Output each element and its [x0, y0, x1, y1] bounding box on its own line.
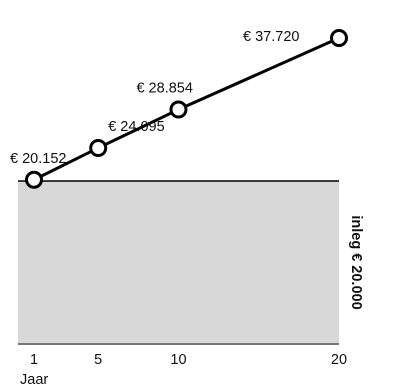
data-point-5 — [89, 138, 108, 157]
deposit-area — [18, 181, 339, 344]
data-label-20: € 37.720 — [243, 29, 299, 45]
x-axis-title: Jaar — [20, 372, 48, 388]
data-point-10 — [169, 100, 188, 119]
x-tick-1: 1 — [30, 352, 38, 368]
x-tick-20: 20 — [331, 352, 347, 368]
deposit-label: inleg € 20.000 — [348, 215, 364, 309]
data-label-1: € 20.152 — [10, 151, 66, 167]
data-point-20 — [330, 29, 348, 47]
data-labels: € 20.152 € 24.095 € 28.854 € 37.720 — [10, 29, 299, 167]
x-tick-10: 10 — [170, 352, 186, 368]
x-tick-labels: 1 5 10 20 — [30, 352, 347, 368]
data-label-5: € 24.095 — [108, 119, 164, 135]
data-points — [25, 29, 348, 189]
data-point-1 — [25, 170, 43, 189]
growth-line — [33, 36, 340, 182]
x-tick-5: 5 — [94, 352, 102, 368]
data-label-10: € 28.854 — [136, 81, 192, 97]
